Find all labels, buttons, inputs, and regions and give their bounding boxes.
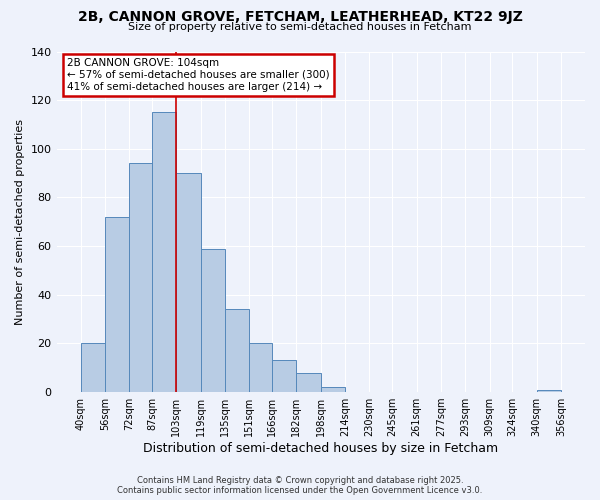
Bar (272, 360, 296, 392)
X-axis label: Distribution of semi-detached houses by size in Fetcham: Distribution of semi-detached houses by … (143, 442, 499, 455)
Bar (296, 372, 321, 392)
Bar (200, 248, 225, 392)
Y-axis label: Number of semi-detached properties: Number of semi-detached properties (15, 119, 25, 325)
Text: 2B, CANNON GROVE, FETCHAM, LEATHERHEAD, KT22 9JZ: 2B, CANNON GROVE, FETCHAM, LEATHERHEAD, … (77, 10, 523, 24)
Text: Size of property relative to semi-detached houses in Fetcham: Size of property relative to semi-detach… (128, 22, 472, 32)
Text: 2B CANNON GROVE: 104sqm
← 57% of semi-detached houses are smaller (300)
41% of s: 2B CANNON GROVE: 104sqm ← 57% of semi-de… (67, 58, 330, 92)
Bar (321, 387, 345, 392)
Bar (250, 344, 272, 392)
Bar (80, 344, 105, 392)
Bar (152, 112, 176, 392)
Text: Contains HM Land Registry data © Crown copyright and database right 2025.
Contai: Contains HM Land Registry data © Crown c… (118, 476, 482, 495)
Bar (105, 217, 129, 392)
Bar (129, 164, 152, 392)
Bar (176, 173, 200, 392)
Bar (225, 310, 250, 392)
Bar (536, 390, 561, 392)
